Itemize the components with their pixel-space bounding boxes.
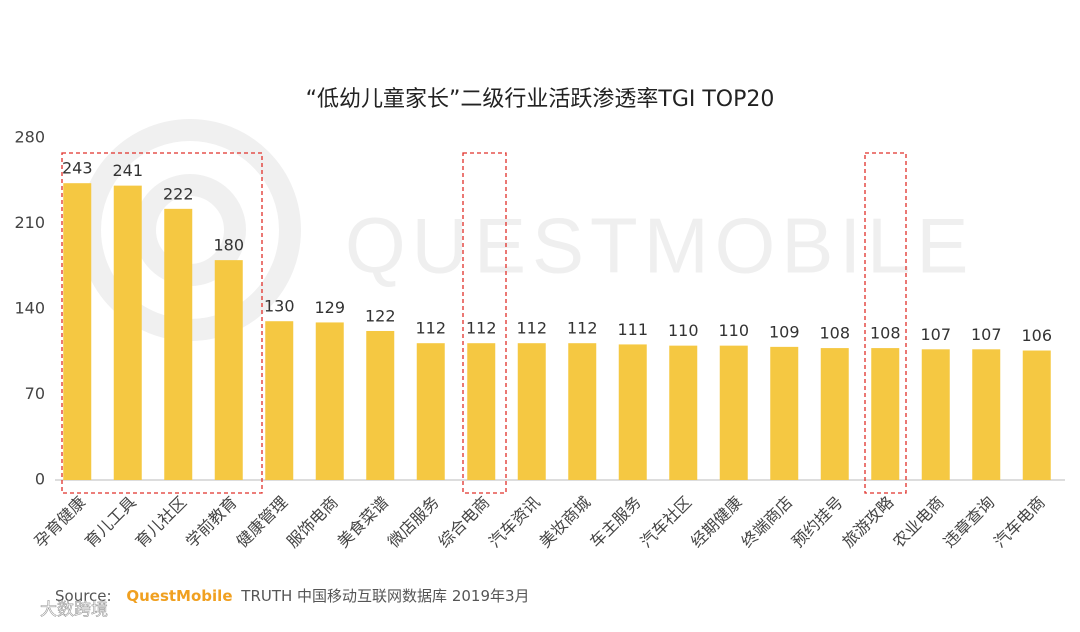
value-label: 112 (466, 319, 497, 338)
x-tick-label: 综合电商 (435, 493, 494, 552)
value-label: 112 (567, 319, 598, 338)
bar (1022, 350, 1051, 480)
x-tick-label: 汽车资讯 (485, 493, 544, 552)
chart-title: “低幼儿童家长”二级行业活跃渗透率TGI TOP20 (306, 87, 775, 112)
x-tick-label: 育儿工具 (81, 493, 140, 552)
watermark: QUESTMOBILE (345, 202, 974, 290)
value-label: 222 (163, 184, 194, 203)
x-tick-label: 汽车社区 (637, 493, 696, 552)
x-tick-label: 育儿社区 (132, 493, 191, 552)
value-label: 109 (769, 322, 800, 341)
bar (63, 183, 92, 480)
value-label: 112 (415, 319, 446, 338)
x-tick-label: 预约挂号 (788, 493, 847, 552)
highlight-boxes (61, 152, 907, 494)
bar (568, 343, 597, 480)
value-label: 108 (819, 324, 850, 343)
x-tick-label: 美妆商城 (536, 493, 595, 552)
bar (366, 330, 395, 480)
bar (871, 348, 900, 480)
bar (214, 260, 243, 480)
x-tick-label: 违章查询 (940, 493, 999, 552)
bar (416, 343, 445, 480)
value-label: 111 (617, 320, 648, 339)
value-label: 110 (718, 321, 749, 340)
x-tick-label: 农业电商 (889, 493, 948, 552)
bar (164, 208, 193, 481)
source: Source: QuestMobile TRUTH 中国移动互联网数据库 201… (55, 587, 530, 605)
bar (770, 346, 799, 480)
value-label: 112 (516, 319, 547, 338)
x-tick-label: 学前教育 (182, 493, 241, 552)
bar (517, 343, 546, 480)
value-label: 108 (870, 324, 901, 343)
bar (669, 345, 698, 480)
y-tick-label: 140 (14, 299, 45, 318)
value-label: 107 (920, 325, 951, 344)
y-tick-label: 210 (14, 213, 45, 232)
x-tick-label: 经期健康 (687, 493, 746, 552)
source-label: Source: (55, 587, 112, 605)
bar (618, 344, 647, 480)
x-tick-label: 终端商店 (738, 493, 797, 552)
bar (113, 185, 142, 480)
bar (972, 349, 1001, 480)
bar (921, 349, 950, 480)
x-tick-label: 服饰电商 (283, 493, 342, 552)
x-tick-label: 车主服务 (586, 493, 645, 552)
value-label: 106 (1021, 326, 1052, 345)
y-tick-label: 280 (14, 128, 45, 147)
value-label: 130 (264, 297, 295, 316)
source-text: TRUTH 中国移动互联网数据库 2019年3月 (240, 587, 529, 605)
bar (315, 322, 344, 480)
value-label: 110 (668, 321, 699, 340)
bar (265, 321, 294, 480)
bar (467, 343, 496, 480)
y-tick-label: 70 (25, 384, 45, 403)
corner-mark: 大数跨境 (40, 600, 108, 620)
bar (820, 348, 849, 480)
x-tick-label: 健康管理 (233, 493, 292, 552)
source-brand: QuestMobile (126, 587, 232, 605)
value-label: 122 (365, 306, 396, 325)
x-tick-label: 美食菜谱 (334, 493, 393, 552)
bar (719, 345, 748, 480)
value-label: 129 (314, 298, 345, 317)
x-tick-label: 汽车电商 (990, 493, 1049, 552)
value-label: 241 (112, 161, 143, 180)
value-label: 107 (971, 325, 1002, 344)
x-tick-label: 旅游攻略 (839, 493, 898, 552)
x-tick-label: 孕育健康 (31, 493, 90, 552)
x-tick-label: 微店服务 (384, 493, 443, 552)
value-label: 180 (213, 236, 244, 255)
value-label: 243 (62, 159, 93, 178)
y-tick-label: 0 (35, 470, 45, 489)
